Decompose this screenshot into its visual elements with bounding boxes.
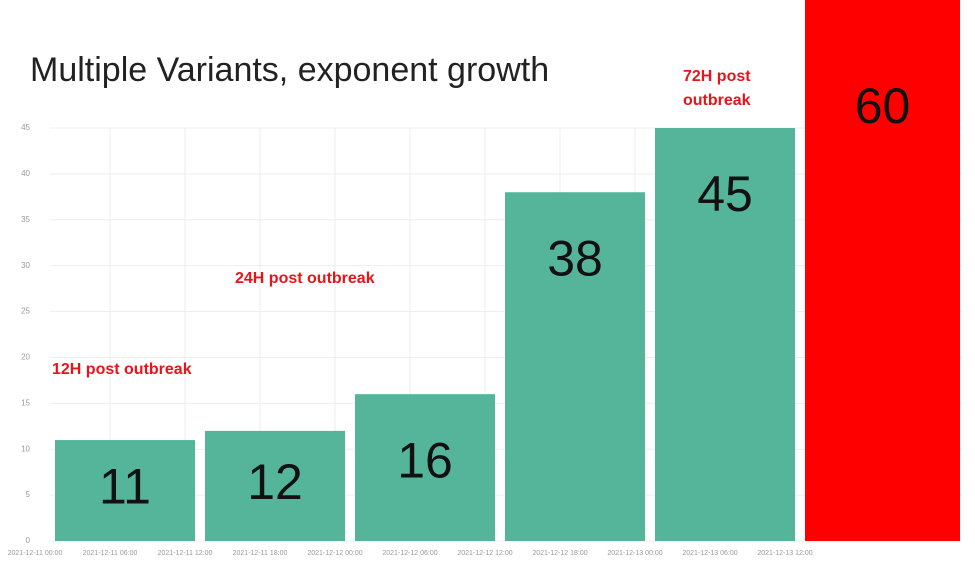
x-tick-label: 2021-12-12 00:00 — [307, 550, 362, 557]
value-label: 11 — [99, 459, 151, 515]
x-tick-label: 2021-12-11 12:00 — [158, 550, 213, 557]
y-tick-label: 25 — [21, 307, 30, 316]
annotation: 72H post outbreak — [683, 68, 751, 109]
y-tick-label: 10 — [21, 444, 30, 453]
x-tick-label: 2021-12-12 06:00 — [382, 550, 437, 557]
x-tick-label: 2021-12-11 18:00 — [233, 550, 288, 557]
x-tick-label: 2021-12-12 12:00 — [457, 550, 512, 557]
y-tick-label: 5 — [26, 490, 31, 499]
y-tick-label: 0 — [26, 536, 31, 545]
value-label: 60 — [855, 78, 911, 134]
x-tick-label: 2021-12-12 18:00 — [532, 550, 587, 557]
bar — [805, 0, 960, 542]
bar — [655, 128, 795, 541]
y-tick-label: 15 — [21, 398, 30, 407]
value-label: 16 — [397, 432, 453, 488]
y-tick-label: 30 — [21, 261, 30, 270]
bar — [505, 192, 645, 541]
bar — [205, 430, 345, 541]
y-tick-label: 20 — [21, 353, 30, 362]
y-tick-label: 35 — [21, 215, 30, 224]
y-tick-label: 40 — [21, 169, 30, 178]
annotation: 24H post outbreak — [235, 270, 375, 287]
x-tick-label: 2021-12-13 12:00 — [757, 550, 812, 557]
x-tick-label: 2021-12-13 00:00 — [607, 550, 662, 557]
annotation: 12H post outbreak — [52, 361, 192, 378]
value-label: 38 — [547, 230, 603, 286]
y-tick-label: 45 — [21, 123, 30, 132]
x-tick-label: 2021-12-11 06:00 — [83, 550, 138, 557]
bar — [355, 394, 495, 541]
value-label: 12 — [247, 454, 303, 510]
chart-title: Multiple Variants, exponent growth — [30, 51, 549, 89]
value-label: 45 — [697, 166, 753, 222]
x-tick-label: 2021-12-11 00:00 — [8, 550, 63, 557]
bar — [55, 440, 195, 541]
x-tick-label: 2021-12-13 06:00 — [682, 550, 737, 557]
